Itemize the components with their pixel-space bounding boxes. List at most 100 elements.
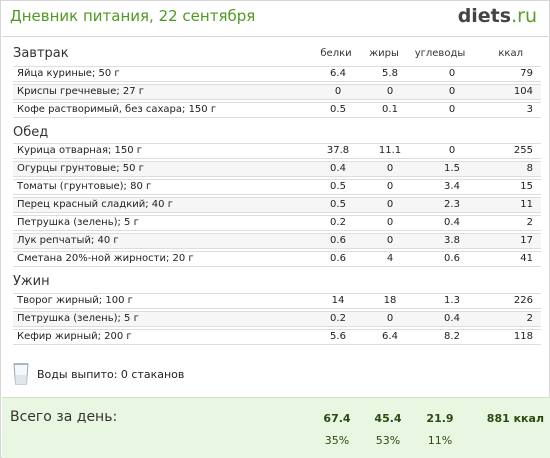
food-kcal: 118 (513, 331, 533, 342)
food-fat: 11.1 (378, 145, 402, 156)
food-fat: 0 (386, 181, 394, 192)
food-protein: 0 (334, 86, 342, 97)
food-kcal: 2 (526, 313, 533, 324)
column-header-protein: белки (320, 48, 352, 59)
food-fat: 18 (383, 295, 397, 306)
carbs-percent: 11% (427, 434, 453, 447)
food-kcal: 255 (513, 145, 533, 156)
section-title-breakfast: Завтрак (13, 46, 69, 61)
food-protein: 0.2 (330, 313, 346, 324)
food-name: Перец красный сладкий; 40 г (17, 199, 173, 210)
food-protein: 0.4 (330, 163, 346, 174)
section-title-lunch: Обед (13, 125, 49, 140)
food-kcal: 226 (513, 295, 533, 306)
food-name: Сметана 20%-ной жирности; 20 г (17, 253, 194, 264)
protein-percent: 35% (324, 434, 350, 447)
water-text: Воды выпито: 0 стаканов (37, 368, 185, 381)
food-protein: 0.2 (330, 217, 346, 228)
food-fat: 0 (386, 313, 394, 324)
total-fat: 45.4 (374, 412, 402, 425)
food-carbs: 0 (448, 104, 456, 115)
logo-main: diets (457, 5, 512, 27)
fat-percent: 53% (375, 434, 401, 447)
column-header-carbs: углеводы (414, 48, 466, 59)
food-name: Курица отварная; 150 г (17, 145, 143, 156)
food-name: Кофе растворимый, без сахара; 150 г (17, 104, 217, 115)
food-carbs: 3.4 (444, 181, 460, 192)
food-fat: 0 (386, 163, 394, 174)
daily-totals: Всего за день: 67.4 45.4 21.9 881 ккал 3… (2, 397, 550, 458)
table-row: Петрушка (зелень); 5 г 0.2 0 0.4 2 (13, 215, 541, 231)
table-row: Яйца куриные; 50 г 6.4 5.8 0 79 (13, 66, 541, 82)
food-name: Творог жирный; 100 г (17, 295, 133, 306)
food-carbs: 1.3 (444, 295, 460, 306)
food-fat: 6.4 (382, 331, 398, 342)
food-name: Яйца куриные; 50 г (17, 68, 120, 79)
food-kcal: 11 (520, 199, 533, 210)
food-protein: 0.5 (330, 181, 346, 192)
food-kcal: 17 (520, 235, 533, 246)
table-row: Лук репчатый; 40 г 0.6 0 3.8 17 (13, 233, 541, 249)
logo-tld: .ru (511, 5, 537, 27)
food-carbs: 0.4 (444, 217, 460, 228)
food-carbs: 1.5 (444, 163, 460, 174)
food-protein: 5.6 (330, 331, 346, 342)
food-kcal: 41 (520, 253, 533, 264)
glass-icon (13, 363, 29, 385)
header-divider (2, 36, 548, 37)
header: Дневник питания, 22 сентября diets.ru (1, 1, 549, 37)
food-fat: 0 (386, 86, 394, 97)
food-name: Петрушка (зелень); 5 г (17, 313, 139, 324)
food-fat: 0 (386, 235, 394, 246)
food-protein: 0.6 (330, 253, 346, 264)
food-protein: 0.5 (330, 104, 346, 115)
food-name: Петрушка (зелень); 5 г (17, 217, 139, 228)
section-title-dinner: Ужин (13, 274, 50, 289)
food-name: Лук репчатый; 40 г (17, 235, 119, 246)
food-carbs: 2.3 (444, 199, 460, 210)
table-row: Курица отварная; 150 г 37.8 11.1 0 255 (13, 143, 541, 159)
table-row: Кефир жирный; 200 г 5.6 6.4 8.2 118 (13, 329, 541, 345)
column-headers: белки жиры углеводы ккал (1, 48, 549, 64)
food-carbs: 0 (448, 86, 456, 97)
food-name: Кефир жирный; 200 г (17, 331, 132, 342)
table-row: Огурцы грунтовые; 50 г 0.4 0 1.5 8 (13, 161, 541, 177)
food-protein: 14 (331, 295, 345, 306)
site-logo[interactable]: diets.ru (458, 5, 537, 27)
water-counter: Воды выпито: 0 стаканов (13, 363, 313, 387)
food-carbs: 0.6 (444, 253, 460, 264)
food-carbs: 0 (448, 145, 456, 156)
food-fat: 0 (386, 217, 394, 228)
total-protein: 67.4 (323, 412, 351, 425)
food-name: Криспы гречневые; 27 г (17, 86, 145, 97)
total-carbs: 21.9 (426, 412, 454, 425)
table-row: Творог жирный; 100 г 14 18 1.3 226 (13, 293, 541, 309)
food-fat: 0.1 (382, 104, 398, 115)
page-title: Дневник питания, 22 сентября (10, 7, 256, 25)
table-row: Томаты (грунтовые); 80 г 0.5 0 3.4 15 (13, 179, 541, 195)
table-row: Петрушка (зелень); 5 г 0.2 0 0.4 2 (13, 311, 541, 327)
table-row: Криспы гречневые; 27 г 0 0 0 104 (13, 84, 541, 100)
food-kcal: 2 (526, 217, 533, 228)
food-fat: 0 (386, 199, 394, 210)
column-header-fat: жиры (369, 48, 399, 59)
food-carbs: 3.8 (444, 235, 460, 246)
food-kcal: 3 (526, 104, 533, 115)
food-fat: 5.8 (382, 68, 398, 79)
table-row: Сметана 20%-ной жирности; 20 г 0.6 4 0.6… (13, 251, 541, 267)
food-fat: 4 (386, 253, 394, 264)
food-protein: 0.5 (330, 199, 346, 210)
food-carbs: 0.4 (444, 313, 460, 324)
food-protein: 37.8 (326, 145, 350, 156)
food-name: Огурцы грунтовые; 50 г (17, 163, 144, 174)
total-kcal: 881 ккал (486, 412, 544, 425)
food-kcal: 104 (513, 86, 533, 97)
column-header-kcal: ккал (498, 48, 523, 59)
table-row: Перец красный сладкий; 40 г 0.5 0 2.3 11 (13, 197, 541, 213)
food-protein: 0.6 (330, 235, 346, 246)
food-carbs: 8.2 (444, 331, 460, 342)
food-protein: 6.4 (330, 68, 346, 79)
food-kcal: 15 (520, 181, 533, 192)
food-name: Томаты (грунтовые); 80 г (17, 181, 152, 192)
